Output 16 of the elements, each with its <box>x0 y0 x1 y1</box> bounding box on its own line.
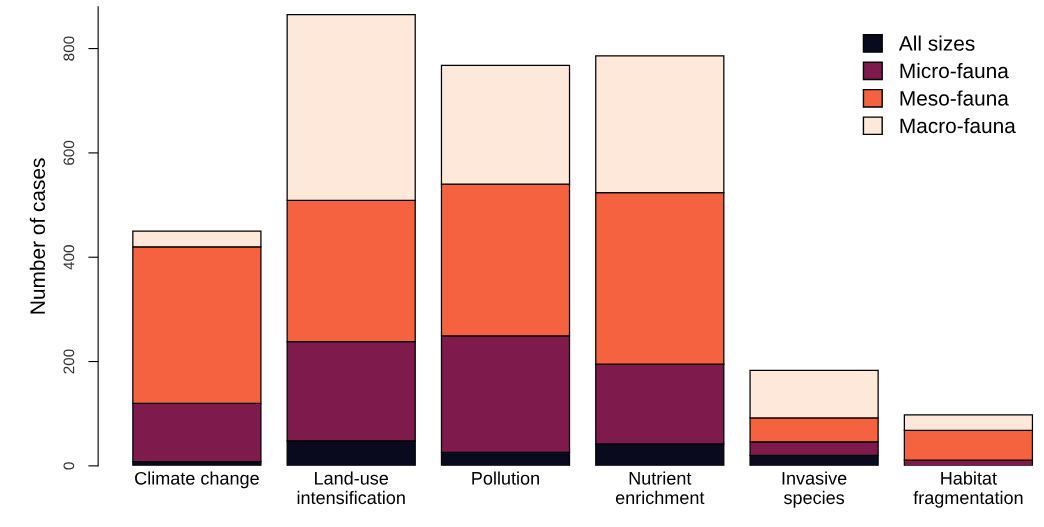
x-tick-label: Habitat fragmentation <box>913 471 1023 508</box>
legend-label: Meso-fauna <box>900 90 1009 106</box>
y-tick-label: 600 <box>63 140 75 165</box>
y-axis-title: Number of cases <box>29 158 46 314</box>
legend-label: Micro-fauna <box>900 62 1009 79</box>
x-tick-label: Nutrient enrichment <box>615 471 705 505</box>
y-tick-label: 800 <box>63 36 75 61</box>
y-tick-label: 200 <box>63 349 75 374</box>
x-tick-label: Climate change <box>135 471 259 489</box>
y-tick-label: 400 <box>63 245 75 270</box>
x-tick-label: Invasive species <box>782 471 847 508</box>
x-tick-label: Pollution <box>472 471 539 485</box>
legend-label: All sizes <box>898 35 975 51</box>
legend-label: Macro-fauna <box>900 117 1016 134</box>
y-tick-label: 0 <box>63 462 75 470</box>
x-tick-label: Land-use intensification <box>297 471 405 505</box>
